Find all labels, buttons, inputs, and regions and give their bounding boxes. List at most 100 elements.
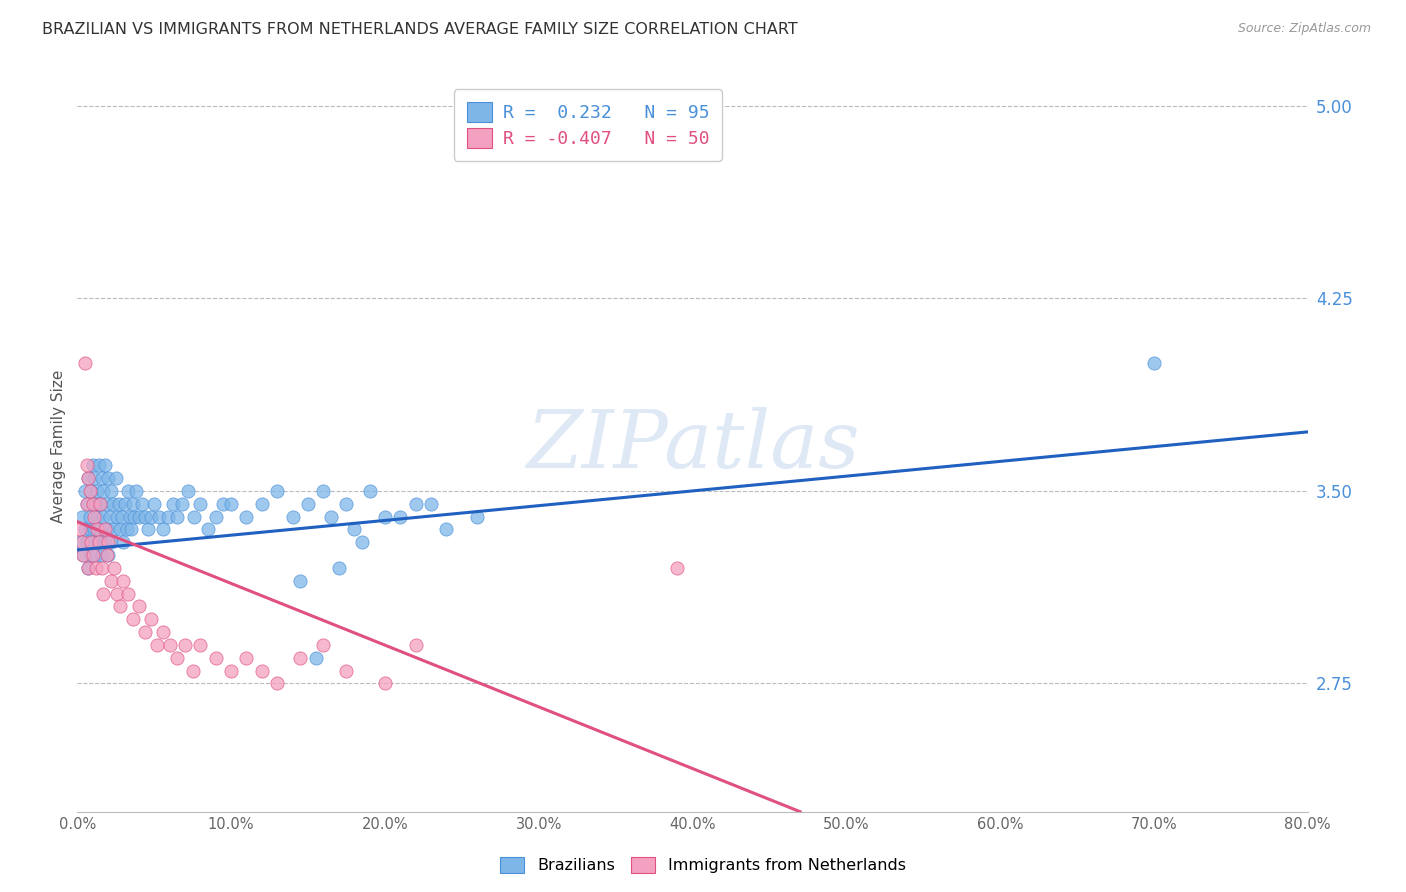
Point bbox=[89, 497, 111, 511]
Point bbox=[96, 497, 118, 511]
Point bbox=[83, 471, 105, 485]
Point bbox=[465, 509, 488, 524]
Point bbox=[290, 650, 312, 665]
Point bbox=[115, 523, 138, 537]
Point bbox=[84, 548, 107, 562]
Point bbox=[93, 483, 115, 498]
Point bbox=[94, 458, 117, 473]
Point bbox=[157, 509, 180, 524]
Point bbox=[319, 509, 342, 524]
Point bbox=[82, 497, 104, 511]
Point bbox=[108, 497, 131, 511]
Point bbox=[281, 509, 304, 524]
Legend: R =  0.232   N = 95, R = -0.407   N = 50: R = 0.232 N = 95, R = -0.407 N = 50 bbox=[454, 89, 721, 161]
Text: BRAZILIAN VS IMMIGRANTS FROM NETHERLANDS AVERAGE FAMILY SIZE CORRELATION CHART: BRAZILIAN VS IMMIGRANTS FROM NETHERLANDS… bbox=[42, 22, 799, 37]
Point bbox=[405, 497, 427, 511]
Point bbox=[94, 535, 117, 549]
Point bbox=[84, 497, 107, 511]
Point bbox=[97, 535, 120, 549]
Point bbox=[143, 497, 166, 511]
Point bbox=[122, 509, 145, 524]
Point bbox=[297, 497, 319, 511]
Point bbox=[120, 523, 142, 537]
Point bbox=[86, 483, 108, 498]
Point bbox=[134, 509, 156, 524]
Point bbox=[73, 483, 96, 498]
Point bbox=[90, 471, 114, 485]
Point bbox=[374, 509, 396, 524]
Point bbox=[89, 497, 111, 511]
Point bbox=[82, 458, 104, 473]
Point bbox=[166, 650, 188, 665]
Point bbox=[436, 523, 458, 537]
Point bbox=[174, 638, 197, 652]
Point bbox=[103, 523, 125, 537]
Point bbox=[152, 523, 174, 537]
Point bbox=[73, 355, 96, 369]
Point bbox=[146, 638, 169, 652]
Point bbox=[76, 458, 98, 473]
Point bbox=[112, 535, 135, 549]
Point bbox=[79, 509, 101, 524]
Point bbox=[77, 561, 100, 575]
Point bbox=[117, 483, 139, 498]
Point bbox=[96, 548, 118, 562]
Point bbox=[76, 497, 98, 511]
Point bbox=[212, 497, 235, 511]
Point bbox=[405, 638, 427, 652]
Point bbox=[136, 523, 159, 537]
Point bbox=[70, 509, 93, 524]
Point bbox=[80, 535, 103, 549]
Point bbox=[87, 535, 110, 549]
Point bbox=[105, 509, 128, 524]
Point bbox=[152, 625, 174, 640]
Point bbox=[87, 458, 110, 473]
Point bbox=[111, 509, 134, 524]
Point bbox=[374, 676, 396, 690]
Point bbox=[96, 523, 118, 537]
Point bbox=[181, 664, 204, 678]
Point bbox=[114, 497, 136, 511]
Point bbox=[79, 483, 101, 498]
Point bbox=[166, 509, 188, 524]
Point bbox=[93, 586, 115, 600]
Point bbox=[84, 561, 107, 575]
Point bbox=[72, 548, 94, 562]
Point bbox=[100, 574, 122, 588]
Point bbox=[100, 535, 122, 549]
Point bbox=[204, 509, 226, 524]
Legend: Brazilians, Immigrants from Netherlands: Brazilians, Immigrants from Netherlands bbox=[494, 850, 912, 880]
Point bbox=[121, 497, 143, 511]
Point bbox=[148, 509, 170, 524]
Point bbox=[98, 509, 121, 524]
Point bbox=[420, 497, 443, 511]
Point bbox=[103, 561, 125, 575]
Point bbox=[82, 535, 104, 549]
Point bbox=[73, 523, 96, 537]
Point bbox=[70, 535, 93, 549]
Point bbox=[266, 676, 288, 690]
Point bbox=[82, 497, 104, 511]
Point bbox=[159, 638, 181, 652]
Point bbox=[97, 548, 120, 562]
Point bbox=[219, 497, 242, 511]
Point bbox=[666, 561, 689, 575]
Point bbox=[266, 483, 288, 498]
Point bbox=[389, 509, 412, 524]
Point bbox=[77, 471, 100, 485]
Point bbox=[80, 483, 103, 498]
Point bbox=[141, 509, 163, 524]
Point bbox=[86, 509, 108, 524]
Point bbox=[69, 523, 91, 537]
Y-axis label: Average Family Size: Average Family Size bbox=[51, 369, 66, 523]
Point bbox=[350, 535, 373, 549]
Point bbox=[117, 586, 139, 600]
Point bbox=[305, 650, 328, 665]
Point bbox=[250, 497, 273, 511]
Point bbox=[328, 561, 350, 575]
Point bbox=[72, 548, 94, 562]
Point bbox=[83, 523, 105, 537]
Text: ZIPatlas: ZIPatlas bbox=[526, 408, 859, 484]
Point bbox=[183, 509, 205, 524]
Point bbox=[312, 483, 335, 498]
